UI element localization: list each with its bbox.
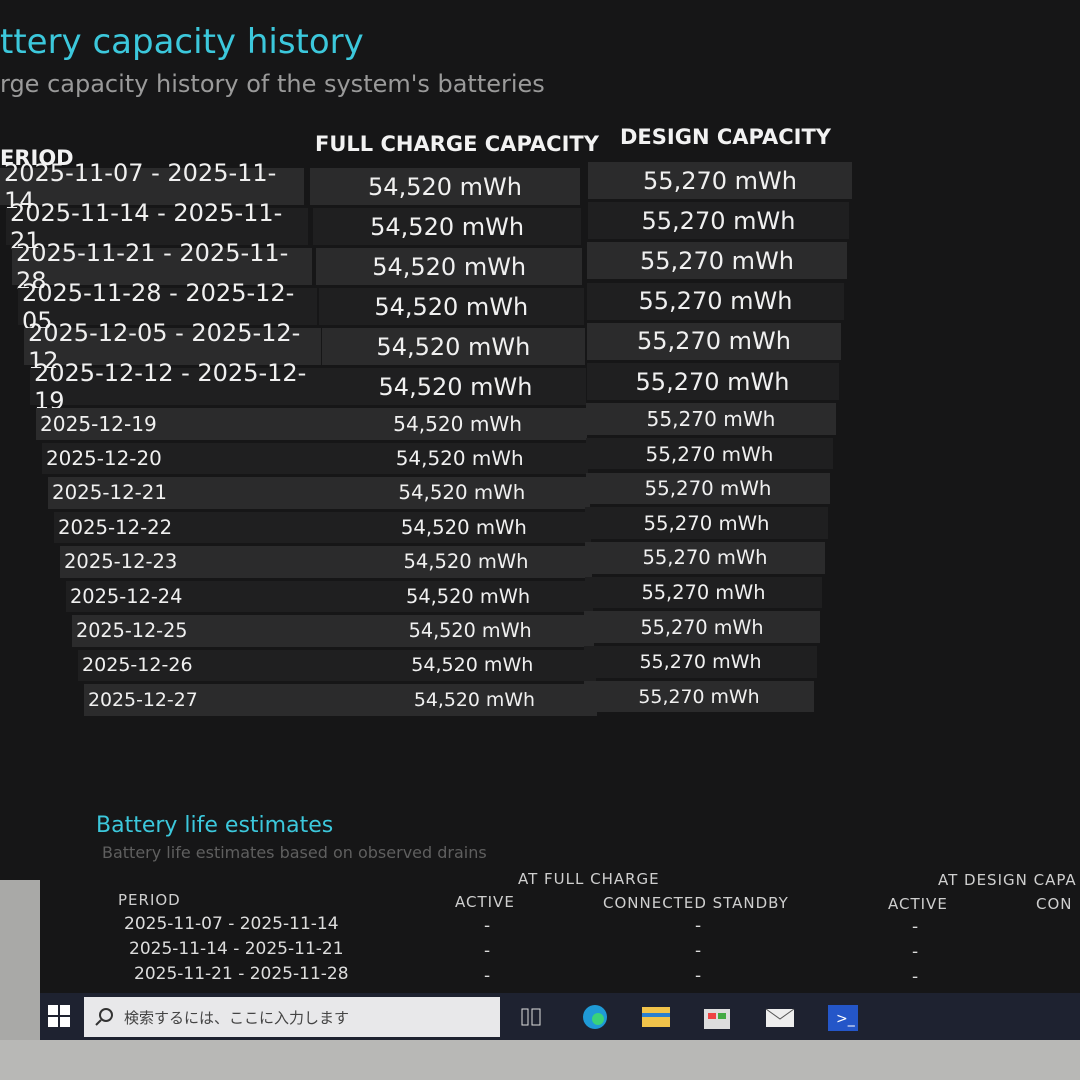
period-cell: 2025-12-27: [84, 684, 363, 716]
full-charge-cell: 54,520 mWh: [319, 288, 584, 325]
section-subtitle: Battery life estimates based on observed…: [102, 843, 487, 862]
period-cell: 2025-12-21: [48, 477, 338, 509]
full-charge-cell: 54,520 mWh: [337, 511, 591, 543]
taskbar: 検索するには、ここに入力します >_: [40, 993, 1080, 1041]
estimate-cell: -: [695, 916, 702, 936]
period-cell: 2025-12-20: [42, 442, 334, 474]
period-cell: 2025-12-19: [36, 408, 330, 440]
section-title: Battery life estimates: [96, 813, 334, 838]
start-button[interactable]: [48, 1005, 70, 1027]
design-capacity-cell: 55,270 mWh: [585, 437, 834, 470]
section-subtitle: rge capacity history of the system's bat…: [0, 70, 545, 98]
group-header: AT FULL CHARGE: [518, 870, 660, 888]
estimate-cell: -: [695, 966, 702, 986]
period-cell: 2025-11-07 - 2025-11-14: [124, 914, 339, 934]
full-charge-cell: 54,520 mWh: [325, 368, 586, 405]
column-header: ACTIVE: [455, 893, 515, 911]
design-capacity-cell: 55,270 mWh: [585, 542, 825, 574]
full-charge-cell: 54,520 mWh: [328, 408, 588, 440]
design-capacity-cell: 55,270 mWh: [585, 507, 828, 539]
full-charge-cell: 54,520 mWh: [346, 615, 595, 647]
design-capacity-cell: 55,270 mWh: [588, 162, 852, 199]
taskbar-icons[interactable]: >_: [518, 1003, 878, 1033]
search-box[interactable]: 検索するには、ここに入力します: [84, 997, 500, 1037]
estimate-cell: -: [695, 941, 702, 961]
search-placeholder: 検索するには、ここに入力します: [124, 1008, 350, 1027]
column-header: FULL CHARGE CAPACITY: [315, 132, 599, 156]
period-cell: 2025-12-26: [78, 649, 359, 681]
estimate-cell: -: [912, 942, 919, 962]
design-capacity-cell: 55,270 mWh: [584, 576, 823, 609]
design-capacity-cell: 55,270 mWh: [587, 202, 850, 240]
estimate-cell: -: [912, 967, 919, 987]
design-capacity-cell: 55,270 mWh: [587, 282, 844, 320]
column-header: DESIGN CAPACITY: [620, 125, 831, 149]
period-cell: 2025-12-25: [72, 615, 355, 647]
period-cell: 2025-11-14 - 2025-11-21: [129, 939, 344, 959]
column-header: CONNECTED STANDBY: [603, 894, 789, 912]
search-icon: [95, 1008, 113, 1026]
full-charge-cell: 54,520 mWh: [334, 477, 590, 509]
group-header: AT DESIGN CAPA: [938, 871, 1077, 889]
column-header: CON: [1036, 895, 1073, 913]
design-capacity-cell: 55,270 mWh: [586, 363, 839, 400]
section-title: ttery capacity history: [0, 22, 364, 62]
column-header: PERIOD: [118, 891, 181, 909]
period-cell: 2025-11-14 - 2025-11-21: [6, 199, 309, 255]
full-charge-cell: 54,520 mWh: [313, 208, 582, 245]
column-header: ACTIVE: [888, 895, 948, 913]
design-capacity-cell: 55,270 mWh: [586, 403, 836, 435]
design-capacity-cell: 55,270 mWh: [584, 611, 820, 643]
full-charge-cell: 54,520 mWh: [331, 442, 589, 474]
monitor-bezel: [0, 1040, 1080, 1080]
full-charge-cell: 54,520 mWh: [322, 328, 585, 365]
period-cell: 2025-12-22: [54, 511, 342, 543]
design-capacity-cell: 55,270 mWh: [587, 242, 847, 280]
period-cell: 2025-11-21 - 2025-11-28: [134, 964, 349, 984]
estimate-cell: -: [484, 916, 491, 936]
estimate-cell: -: [912, 917, 919, 937]
period-cell: 2025-11-07 - 2025-11-14: [0, 159, 304, 215]
full-charge-cell: 54,520 mWh: [316, 248, 583, 285]
estimate-cell: -: [484, 966, 491, 986]
design-capacity-cell: 55,270 mWh: [586, 322, 842, 360]
column-header: ERIOD: [0, 146, 74, 170]
design-capacity-cell: 55,270 mWh: [583, 680, 815, 713]
svg-text:>_: >_: [836, 1011, 856, 1027]
period-cell: 2025-12-12 - 2025-12-19: [30, 359, 325, 415]
period-cell: 2025-11-28 - 2025-12-05: [18, 279, 317, 335]
full-charge-cell: 54,520 mWh: [340, 546, 592, 578]
full-charge-cell: 54,520 mWh: [349, 649, 596, 681]
full-charge-cell: 54,520 mWh: [352, 684, 597, 716]
design-capacity-cell: 55,270 mWh: [584, 646, 817, 678]
estimate-cell: -: [484, 941, 491, 961]
period-cell: 2025-12-23: [60, 546, 346, 578]
full-charge-cell: 54,520 mWh: [343, 580, 594, 612]
period-cell: 2025-11-21 - 2025-11-28: [12, 239, 313, 295]
full-charge-cell: 54,520 mWh: [310, 168, 580, 205]
period-cell: 2025-12-24: [66, 580, 351, 612]
design-capacity-cell: 55,270 mWh: [585, 472, 831, 505]
